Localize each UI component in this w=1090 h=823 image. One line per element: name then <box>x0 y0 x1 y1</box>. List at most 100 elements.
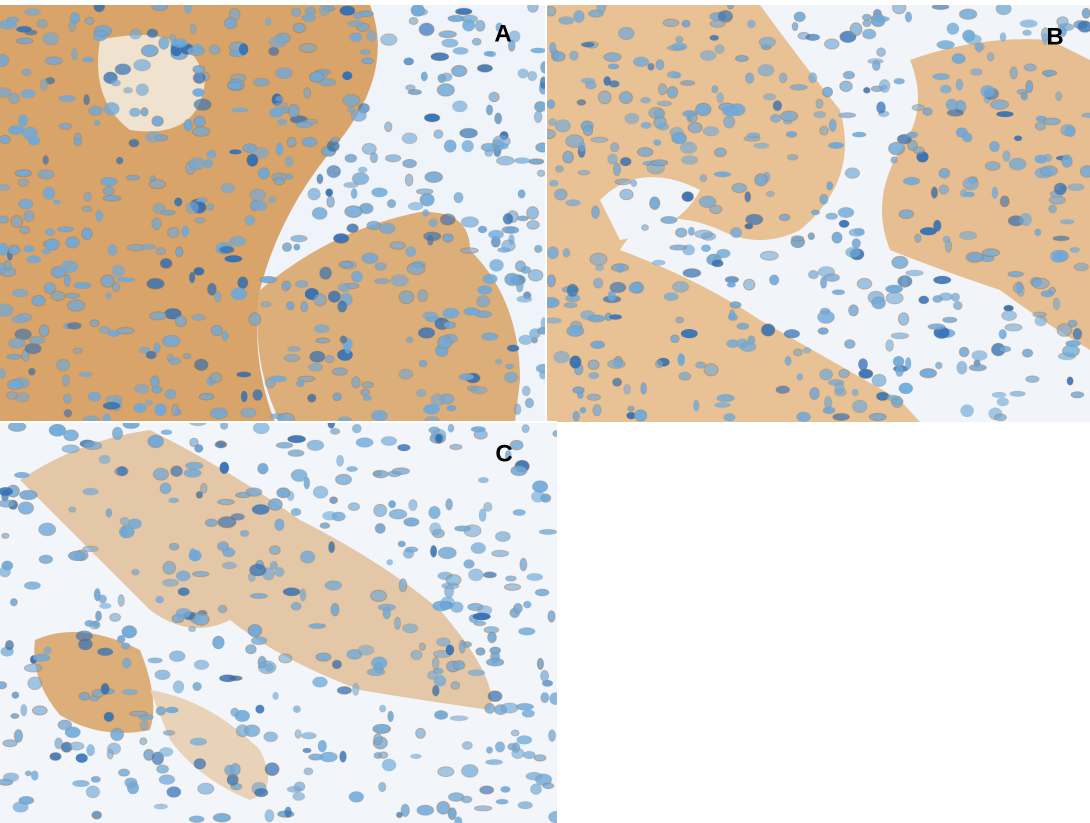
cell-nucleus <box>802 346 812 354</box>
stained-tissue <box>257 211 520 422</box>
cell-nucleus <box>397 443 411 452</box>
cell-nucleus <box>793 11 806 23</box>
cell-nucleus <box>281 242 293 253</box>
cell-nucleus <box>17 114 29 128</box>
cell-nucleus <box>467 669 486 677</box>
cell-nucleus <box>447 792 465 802</box>
cell-nucleus <box>1034 228 1042 237</box>
cell-nucleus <box>338 260 354 269</box>
cell-nucleus <box>595 264 605 272</box>
cell-nucleus <box>501 226 516 234</box>
cell-nucleus <box>807 269 820 280</box>
cell-nucleus <box>217 604 228 614</box>
cell-nucleus <box>504 575 517 582</box>
cell-nucleus <box>158 746 174 758</box>
cell-nucleus <box>38 522 57 537</box>
cell-nucleus <box>378 751 389 759</box>
cell-nucleus <box>603 76 611 86</box>
cell-nucleus <box>980 85 995 98</box>
cell-nucleus <box>603 52 622 63</box>
cell-nucleus <box>397 540 407 548</box>
cell-nucleus <box>297 375 316 383</box>
cell-nucleus <box>746 132 761 139</box>
cell-nucleus <box>821 86 834 98</box>
cell-nucleus <box>5 391 19 400</box>
cell-nucleus <box>576 99 587 106</box>
cell-nucleus <box>517 189 526 199</box>
cell-nucleus <box>31 705 48 716</box>
cell-nucleus <box>20 89 36 99</box>
cell-nucleus <box>632 56 650 68</box>
cell-nucleus <box>384 121 393 133</box>
cell-nucleus <box>427 670 438 680</box>
cell-nucleus <box>681 19 691 28</box>
cell-nucleus <box>618 90 634 105</box>
cell-nucleus <box>251 504 270 515</box>
cell-nucleus <box>22 126 38 140</box>
cell-nucleus <box>512 602 523 614</box>
cell-nucleus <box>1079 165 1090 178</box>
cell-nucleus <box>273 101 289 108</box>
cell-nucleus <box>245 644 257 655</box>
cell-nucleus <box>536 326 545 335</box>
cell-nucleus <box>900 275 909 288</box>
cell-nucleus <box>1012 281 1024 294</box>
cell-nucleus <box>408 17 419 25</box>
cell-nucleus <box>138 346 151 355</box>
cell-nucleus <box>817 327 829 335</box>
cell-nucleus <box>946 22 960 36</box>
cell-nucleus <box>588 371 600 380</box>
cell-nucleus <box>640 224 650 232</box>
cell-nucleus <box>548 810 557 823</box>
cell-nucleus <box>662 18 680 28</box>
cell-nucleus <box>470 425 487 433</box>
cell-nucleus <box>98 325 111 334</box>
cell-nucleus <box>182 353 192 360</box>
cell-nucleus <box>931 5 950 11</box>
cell-nucleus <box>300 301 309 313</box>
cell-nucleus <box>726 5 735 10</box>
cell-nucleus <box>378 222 396 235</box>
cell-nucleus <box>716 91 725 104</box>
cell-nucleus <box>703 363 719 377</box>
cell-nucleus <box>2 739 18 748</box>
cell-nucleus <box>175 607 192 619</box>
cell-nucleus <box>563 302 578 309</box>
cell-nucleus <box>807 232 815 241</box>
cell-nucleus <box>932 72 951 81</box>
cell-nucleus <box>133 402 147 414</box>
cell-nucleus <box>339 5 356 17</box>
cell-nucleus <box>438 30 458 39</box>
cell-nucleus <box>548 41 557 55</box>
cell-nucleus <box>422 403 441 415</box>
cell-nucleus <box>968 363 987 372</box>
cell-nucleus <box>149 311 167 321</box>
cell-nucleus <box>66 299 86 312</box>
cell-nucleus <box>122 422 140 430</box>
cell-nucleus <box>14 472 30 479</box>
cell-nucleus <box>151 217 162 230</box>
cell-nucleus <box>122 86 134 94</box>
cell-nucleus <box>713 171 732 178</box>
cell-nucleus <box>416 804 435 816</box>
cell-nucleus <box>70 47 79 62</box>
cell-nucleus <box>311 676 329 688</box>
cell-nucleus <box>1019 19 1038 28</box>
cell-nucleus <box>577 141 587 153</box>
cell-nucleus <box>366 29 377 43</box>
cell-nucleus <box>503 371 519 384</box>
cell-nucleus <box>424 416 440 422</box>
cell-nucleus <box>87 391 102 403</box>
cell-nucleus <box>477 285 493 295</box>
cell-nucleus <box>517 68 529 79</box>
cell-nucleus <box>189 437 199 448</box>
cell-nucleus <box>282 587 301 597</box>
cell-nucleus <box>415 188 434 195</box>
cell-nucleus <box>221 561 237 570</box>
cell-nucleus <box>312 485 329 500</box>
cell-nucleus <box>919 368 938 379</box>
cell-nucleus <box>828 118 838 133</box>
cell-nucleus <box>106 748 114 760</box>
cell-nucleus <box>463 307 481 316</box>
cell-nucleus <box>488 229 504 240</box>
